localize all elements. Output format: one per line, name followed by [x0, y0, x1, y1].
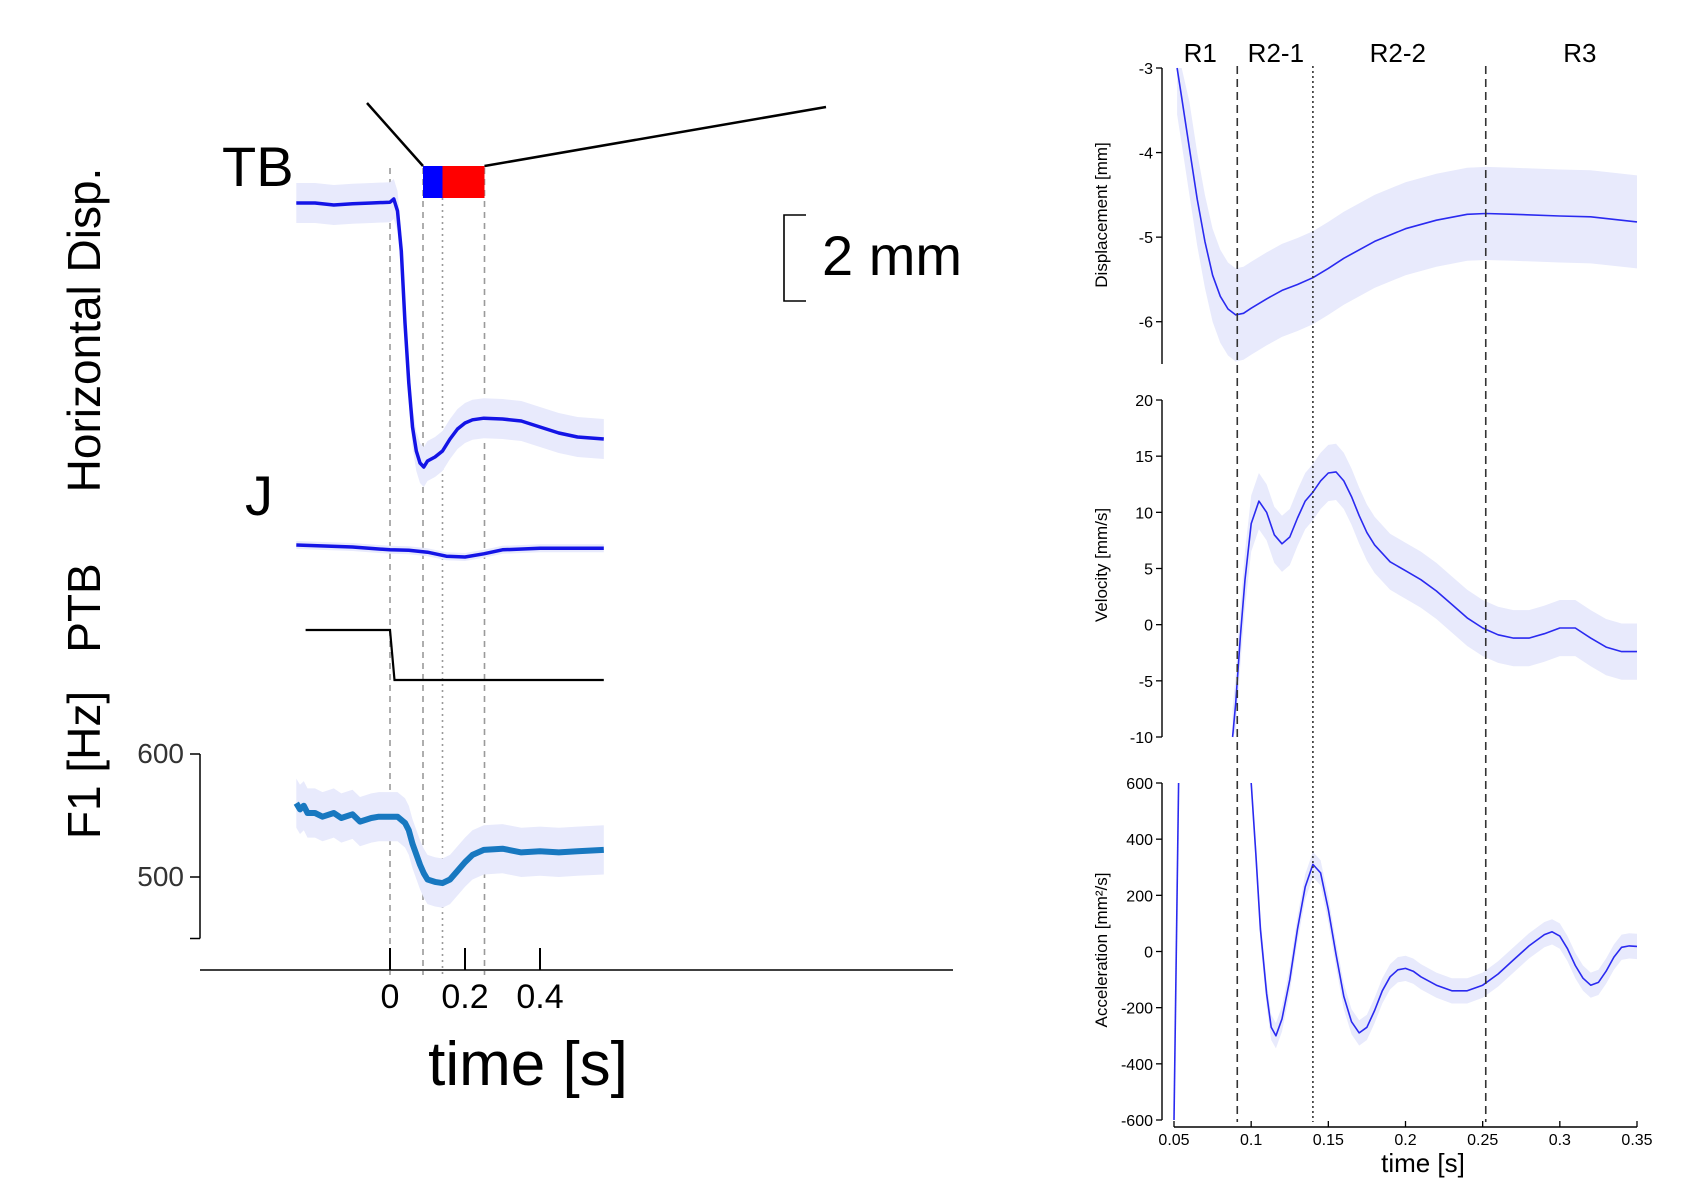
right-y-tick-label: 200	[1126, 888, 1153, 905]
right-trace	[1173, 782, 1180, 1121]
scale-bar-label: 2 mm	[822, 224, 962, 287]
right-x-tick-label: 0.25	[1467, 1132, 1498, 1149]
right-trace	[1250, 782, 1638, 1037]
j-trace-band	[296, 541, 604, 561]
right-y-tick-label: -600	[1121, 1113, 1153, 1130]
right-y-tick-label: 600	[1126, 776, 1153, 793]
right-x-tick-label: 0.2	[1394, 1132, 1416, 1149]
phase-bar-segment	[442, 166, 485, 198]
f1-trace	[293, 801, 604, 887]
right-y-tick-label: 5	[1144, 562, 1153, 579]
right-y-tick-label: -10	[1130, 730, 1153, 747]
ptb-trace	[305, 628, 604, 682]
displacement-axis-label: Displacement [mm]	[1092, 142, 1111, 287]
velocity-axis-label: Velocity [mm/s]	[1092, 508, 1111, 622]
right-y-tick-label: -4	[1139, 146, 1153, 163]
f1-band	[296, 778, 604, 908]
right-y-tick-label: -6	[1139, 315, 1153, 332]
right-y-tick-label: 15	[1135, 449, 1153, 466]
right-chart: Displacement [mm] Velocity [mm/s] Accele…	[1092, 38, 1653, 1178]
right-x-axis-label: time [s]	[1381, 1148, 1465, 1178]
right-y-tick-label: -400	[1121, 1057, 1153, 1074]
right-y-tick-label: -5	[1139, 674, 1153, 691]
phase-label: R3	[1563, 38, 1596, 68]
right-y-tick-label: -3	[1139, 61, 1153, 78]
right-y-tick-label: 400	[1126, 832, 1153, 849]
right-band	[1251, 783, 1637, 1049]
acceleration-axis-label: Acceleration [mm²/s]	[1092, 873, 1111, 1028]
j-trace	[296, 543, 604, 559]
f1-y-tick-label: 600	[137, 738, 184, 769]
phase-label: R2-2	[1370, 38, 1426, 68]
right-y-tick-label: 0	[1144, 618, 1153, 635]
phase-bar-segment	[423, 166, 443, 198]
right-y-tick-label: 0	[1144, 945, 1153, 962]
left-x-tick-label: 0	[381, 978, 400, 1016]
right-x-tick-label: 0.05	[1158, 1132, 1189, 1149]
right-y-tick-label: 20	[1135, 393, 1153, 410]
tb-trace-band	[296, 179, 604, 487]
left-x-tick-label: 0.2	[441, 978, 488, 1016]
left-x-axis-label: time [s]	[428, 1030, 628, 1099]
right-x-tick-label: 0.3	[1549, 1132, 1571, 1149]
zoom-line-left	[366, 102, 424, 167]
left-chart: Horizontal Disp. PTB F1 [Hz] TB J 2 mm t…	[58, 102, 962, 1099]
scale-bar	[783, 214, 806, 302]
right-x-tick-label: 0.15	[1313, 1132, 1344, 1149]
right-trace	[1176, 67, 1638, 316]
right-x-tick-label: 0.35	[1621, 1132, 1652, 1149]
right-trace	[1231, 471, 1637, 738]
f1-y-tick-label: 500	[137, 861, 184, 892]
ptb-axis-label: PTB	[58, 563, 110, 652]
left-x-tick-label: 0.4	[516, 978, 563, 1016]
right-y-tick-label: 10	[1135, 505, 1153, 522]
phase-label: R1	[1184, 38, 1217, 68]
horizontal-disp-axis-label: Horizontal Disp.	[58, 168, 110, 493]
right-y-tick-label: -5	[1139, 230, 1153, 247]
phase-label: R2-1	[1248, 38, 1304, 68]
tb-trace-label: TB	[222, 135, 294, 198]
f1-axis-label: F1 [Hz]	[58, 691, 110, 839]
j-trace-label: J	[245, 464, 273, 527]
right-x-tick-label: 0.1	[1240, 1132, 1262, 1149]
right-band	[1177, 68, 1637, 362]
zoom-line-right	[484, 105, 827, 168]
tb-trace	[296, 197, 604, 469]
right-y-tick-label: -200	[1121, 1001, 1153, 1018]
